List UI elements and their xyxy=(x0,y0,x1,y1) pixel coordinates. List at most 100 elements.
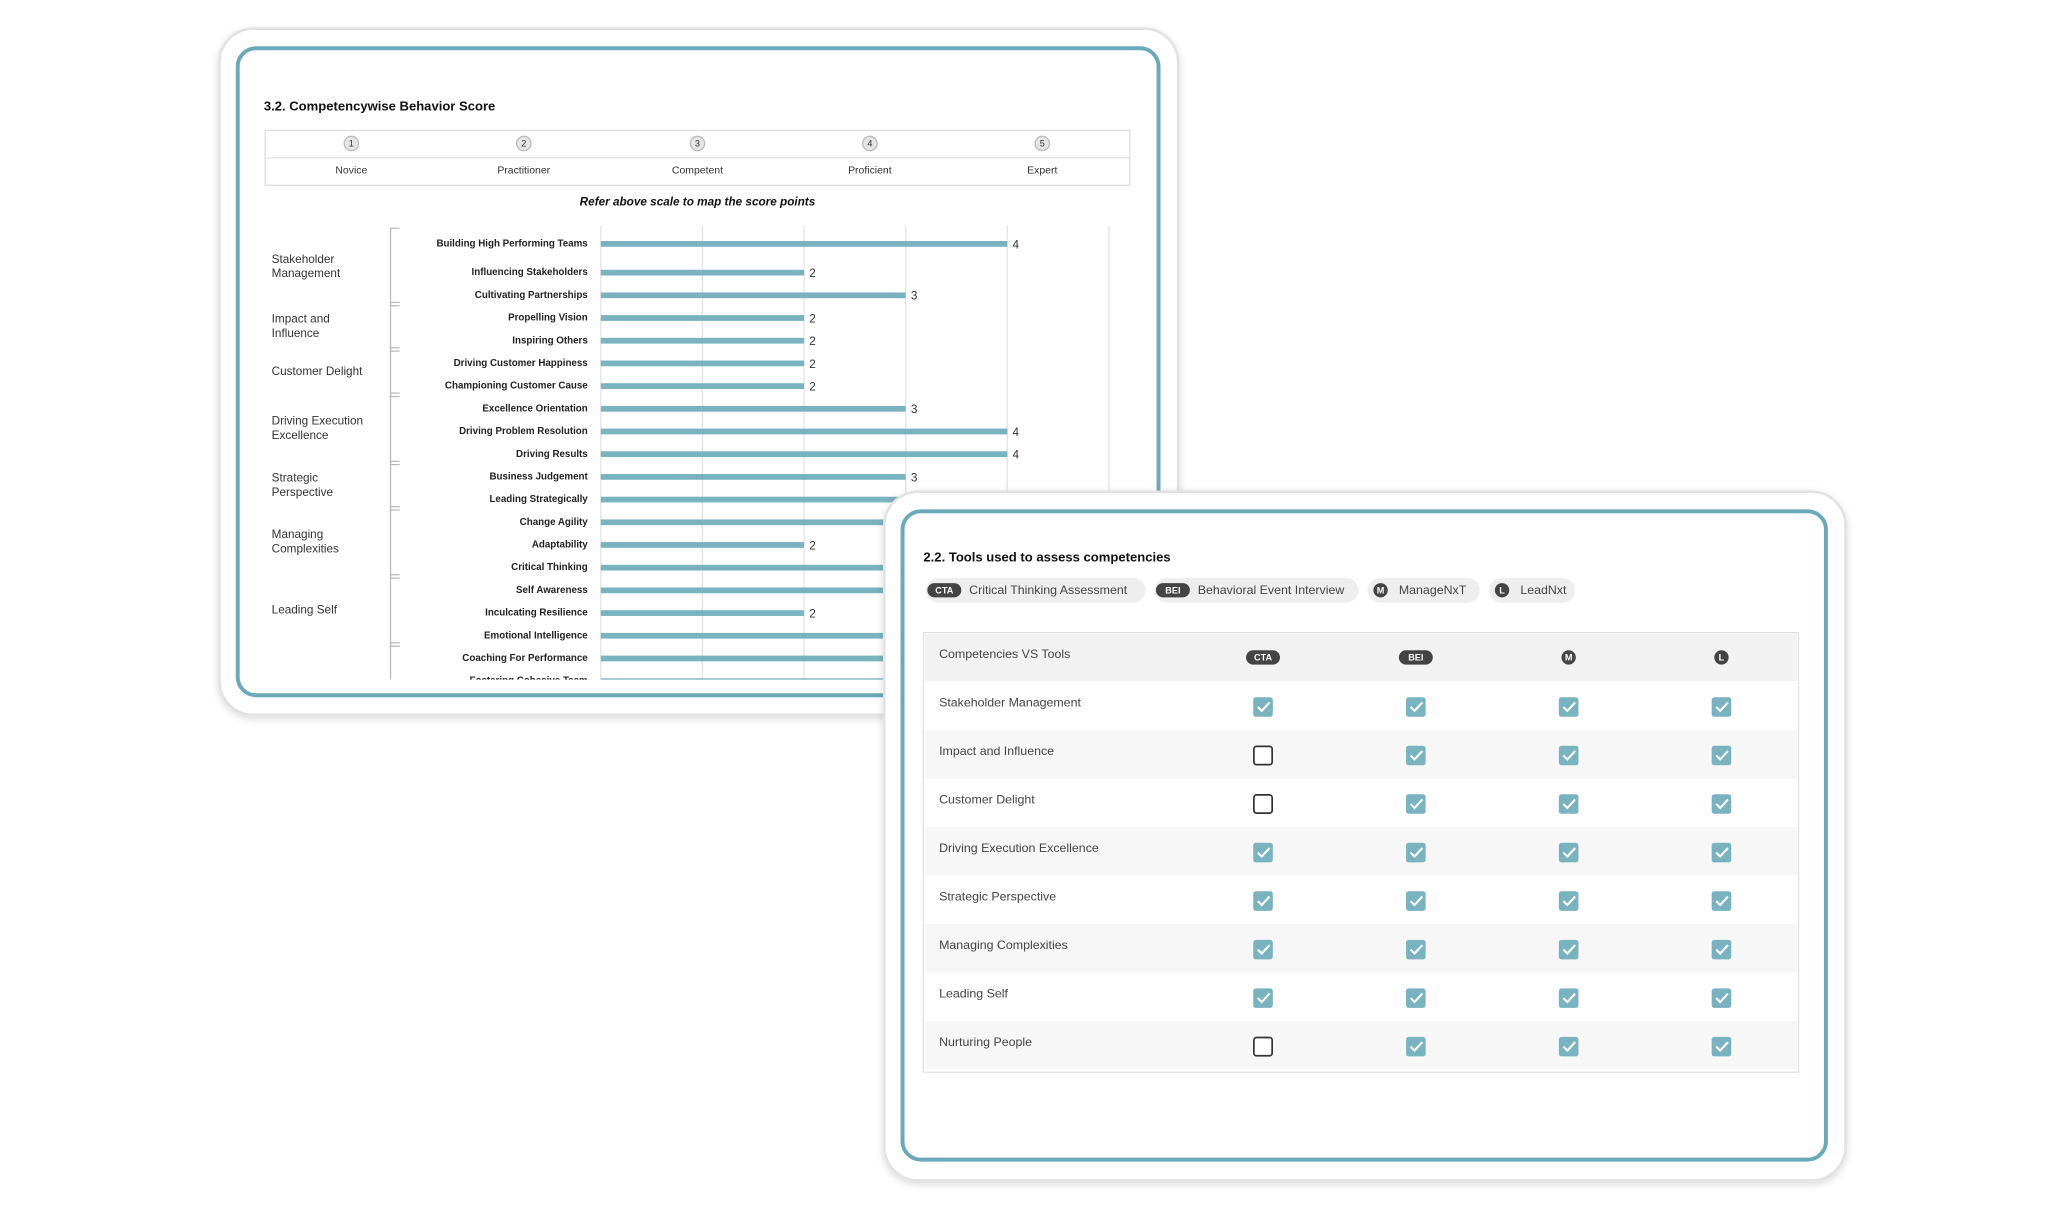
check-icon xyxy=(1409,847,1424,858)
group-bracket xyxy=(389,227,400,307)
tool-name: Critical Thinking Assessment xyxy=(969,583,1128,597)
tool-chip xyxy=(1488,577,1576,603)
bar-label: Emotional Intelligence xyxy=(484,630,588,641)
check-icon xyxy=(1257,701,1271,713)
bar xyxy=(600,587,906,594)
tool-name: Behavioral Event Interview xyxy=(1198,583,1345,597)
bar-label: Inspiring Others xyxy=(512,335,588,346)
checkbox-checked xyxy=(1253,891,1273,911)
bar-value: 2 xyxy=(809,381,816,394)
scale-level: 5 xyxy=(1040,139,1045,149)
checkbox-checked xyxy=(1253,697,1273,717)
tool-badge-bg xyxy=(1155,583,1190,598)
tool-badge: CTA xyxy=(935,585,953,595)
checkbox-checked xyxy=(1558,988,1579,1008)
bar xyxy=(600,292,906,299)
check-icon xyxy=(1562,992,1576,1004)
bar-value: 2 xyxy=(809,267,816,280)
tool-badge-bg xyxy=(927,583,962,598)
bar xyxy=(600,519,906,526)
checkbox-checked xyxy=(1406,939,1426,960)
column-badge-bg xyxy=(1246,650,1280,665)
check-icon xyxy=(1257,944,1271,956)
scale-dot xyxy=(343,135,360,152)
bar xyxy=(600,451,1008,458)
bar-value: 3 xyxy=(911,290,918,303)
bar-label: Critical Thinking xyxy=(511,562,588,573)
row-label: Leading Self xyxy=(939,986,1008,1000)
column-badge: M xyxy=(1565,652,1573,662)
checkbox-checked xyxy=(1406,745,1426,766)
row-label: Stakeholder Management xyxy=(939,695,1081,709)
bar-value: 4 xyxy=(1013,238,1020,251)
bar-label: Fostering Cohesive Team xyxy=(470,676,589,687)
checkbox-checked xyxy=(1406,1036,1426,1057)
check-icon xyxy=(1257,895,1271,907)
bar-label: Propelling Vision xyxy=(508,313,588,324)
scale-label: Practitioner xyxy=(497,166,550,177)
group-label: Stakeholder Management xyxy=(272,253,341,280)
check-icon xyxy=(1562,895,1576,907)
bar xyxy=(600,428,1008,435)
scale-note: Refer above scale to map the score point… xyxy=(580,195,816,208)
tool-badge: L xyxy=(1499,585,1505,595)
check-icon xyxy=(1257,992,1271,1004)
checkbox-checked xyxy=(1406,842,1426,863)
tool-chip xyxy=(1154,577,1359,603)
bar-label: Leading Strategically xyxy=(489,494,588,505)
checkbox-checked xyxy=(1253,842,1273,863)
row-bg xyxy=(924,826,1798,876)
group-bracket xyxy=(389,301,400,352)
checkbox-checked xyxy=(1558,842,1579,863)
bar-label: Driving Problem Resolution xyxy=(459,426,588,437)
checkbox-checked xyxy=(1558,891,1579,911)
group-bracket xyxy=(389,574,400,647)
scale-dot xyxy=(515,135,532,152)
bar-value: 2 xyxy=(809,335,816,348)
tool-chip xyxy=(926,577,1146,603)
checkbox-checked xyxy=(1406,697,1426,717)
checkbox-checked xyxy=(1253,988,1273,1008)
group-bracket xyxy=(389,347,400,398)
row-bg xyxy=(924,729,1798,779)
checkbox-checked xyxy=(1711,1036,1732,1057)
checkbox-checked xyxy=(1711,697,1732,717)
tool-badge-bg xyxy=(1373,583,1388,598)
bar-value: 2 xyxy=(809,358,816,371)
tool-badge: M xyxy=(1377,585,1385,595)
check-icon xyxy=(1715,1041,1729,1053)
bar-label: Driving Results xyxy=(516,449,588,460)
scale-dot xyxy=(1034,135,1051,152)
tool-name: LeadNxt xyxy=(1520,583,1567,597)
checkbox-checked xyxy=(1558,794,1579,814)
check-icon xyxy=(1562,798,1576,810)
bar xyxy=(600,655,906,662)
bar xyxy=(600,542,805,548)
check-icon xyxy=(1409,895,1424,907)
tool-name: ManageNxT xyxy=(1399,583,1467,597)
group-label: Managing Complexities xyxy=(272,528,339,555)
bar-label: Business Judgement xyxy=(489,471,588,482)
bar xyxy=(600,383,805,389)
scale-label: Proficient xyxy=(848,166,892,177)
checkbox-checked xyxy=(1558,1036,1579,1057)
bar-value: 4 xyxy=(1013,426,1020,439)
card-title: 2.2. Tools used to assess competencies xyxy=(923,550,1170,565)
bar-label: Championing Customer Cause xyxy=(445,381,588,392)
bar-label: Adaptability xyxy=(532,540,588,551)
scale-label: Novice xyxy=(335,166,367,177)
bar-label: Cultivating Partnerships xyxy=(475,290,589,301)
row-label: Strategic Perspective xyxy=(939,889,1056,903)
checkbox-empty xyxy=(1253,794,1274,815)
check-icon xyxy=(1409,992,1424,1004)
check-icon xyxy=(1409,750,1424,761)
check-icon xyxy=(1715,798,1729,810)
check-icon xyxy=(1409,1041,1424,1053)
bar xyxy=(600,496,906,503)
bar xyxy=(600,564,906,571)
row-label: Customer Delight xyxy=(939,792,1035,806)
bar-value: 3 xyxy=(911,403,918,416)
scale-dot xyxy=(689,135,706,152)
bar-label: Self Awareness xyxy=(516,585,588,596)
scale-dot xyxy=(862,135,878,152)
